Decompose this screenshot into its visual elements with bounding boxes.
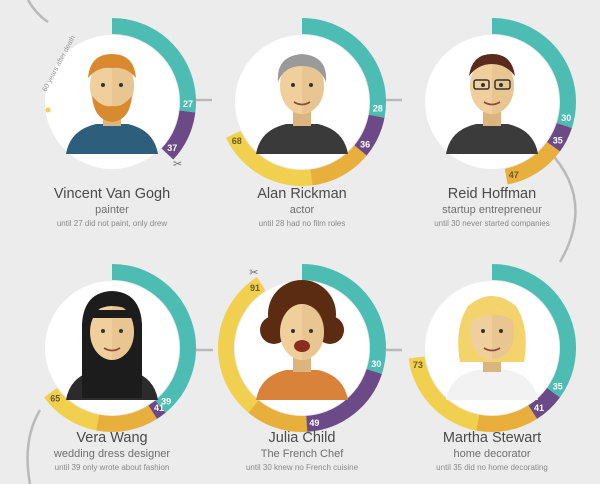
age-marker: 47	[509, 170, 519, 180]
early-years-arc	[491, 18, 576, 128]
person-role: The French Chef	[260, 448, 344, 460]
late-career-arc-shade	[96, 405, 158, 432]
age-marker: 41	[534, 403, 544, 413]
age-ring: 27 37 ✂ 60 years after death	[22, 12, 202, 192]
stewart-portrait	[446, 296, 538, 400]
van-gogh-portrait	[66, 54, 158, 154]
person-card-child: 30 49 91 ✂ Julia Child The French Chef unti…	[202, 258, 402, 478]
person-name: Julia Child	[268, 430, 336, 446]
breakthrough-arc	[528, 387, 560, 419]
breakthrough-arc	[148, 400, 166, 419]
age-marker: 28	[373, 104, 383, 114]
age-marker: 49	[309, 418, 319, 428]
person-role: startup entrepreneur	[442, 204, 542, 216]
person-note: until 27 did not paint, only drew	[56, 219, 168, 228]
age-marker: 41	[154, 403, 164, 413]
death-dot	[45, 107, 51, 113]
scissors-icon: ✂	[249, 267, 258, 279]
person-card-hoffman: 30 35 47 Reid Hoffman startup entrepreneur…	[392, 12, 592, 232]
person-name: Reid Hoffman	[447, 186, 537, 202]
person-note: until 30 knew no French cuisine	[245, 463, 359, 472]
early-years-arc	[111, 18, 196, 113]
breakthrough-arc	[546, 122, 572, 152]
person-note: until 28 had no film roles	[258, 219, 346, 228]
age-marker: 91	[250, 283, 260, 293]
person-name: Vera Wang	[76, 430, 148, 446]
age-ring: 30 35 47	[402, 12, 582, 192]
early-years-arc	[491, 264, 576, 398]
late-career-arc-shade	[504, 141, 560, 185]
breakthrough-arc	[354, 114, 385, 156]
wang-portrait	[66, 291, 158, 400]
person-name: Martha Stewart	[442, 430, 542, 446]
age-marker: 30	[561, 113, 571, 123]
age-marker: 27	[183, 99, 193, 109]
age-marker: 36	[360, 139, 370, 149]
breakthrough-arc	[161, 110, 196, 160]
person-role: wedding dress designer	[53, 448, 171, 460]
age-marker: 68	[232, 136, 242, 146]
breakthrough-arc	[305, 368, 382, 432]
late-career-arc-shade	[476, 405, 538, 432]
scissors-icon: ✂	[173, 159, 182, 171]
person-note: until 30 never started companies	[434, 219, 550, 228]
age-marker: 37	[167, 143, 177, 153]
person-card-van-gogh: 27 37 ✂ 60 years after death Vincent Van Go…	[12, 12, 212, 232]
hoffman-portrait	[446, 54, 538, 154]
person-name: Alan Rickman	[257, 186, 347, 202]
person-note: until 35 did no home decorating	[436, 463, 548, 472]
person-note: until 39 only wrote about fashion	[54, 463, 170, 472]
age-marker: 39	[161, 396, 171, 406]
person-name: Vincent Van Gogh	[53, 186, 171, 202]
age-marker: 65	[50, 394, 60, 404]
age-ring: 39 41 65	[22, 258, 202, 438]
age-ring: 28 36 68	[212, 12, 392, 192]
age-marker: 73	[413, 360, 423, 370]
early-years-arc	[111, 264, 196, 413]
early-years-arc	[301, 264, 386, 374]
age-ring: 35 41 73	[402, 258, 582, 438]
rickman-portrait	[256, 54, 348, 154]
age-marker: 35	[553, 135, 563, 145]
age-marker: 30	[371, 359, 381, 369]
age-marker: 35	[553, 381, 563, 391]
person-card-stewart: 35 41 73 Martha Stewart home decorator unt…	[392, 258, 592, 478]
person-role: home decorator	[453, 448, 531, 460]
person-card-wang: 39 41 65 Vera Wang wedding dress designer …	[12, 258, 212, 478]
child-portrait	[256, 280, 348, 400]
person-role: painter	[95, 204, 129, 216]
late-career-arc-shade	[248, 400, 308, 432]
early-years-arc	[301, 18, 386, 118]
age-ring: 30 49 91 ✂	[212, 258, 392, 438]
late-career-arc-shade	[310, 145, 367, 186]
person-card-rickman: 28 36 68 Alan Rickman actor until 28 had n…	[202, 12, 402, 232]
person-role: actor	[289, 204, 315, 216]
